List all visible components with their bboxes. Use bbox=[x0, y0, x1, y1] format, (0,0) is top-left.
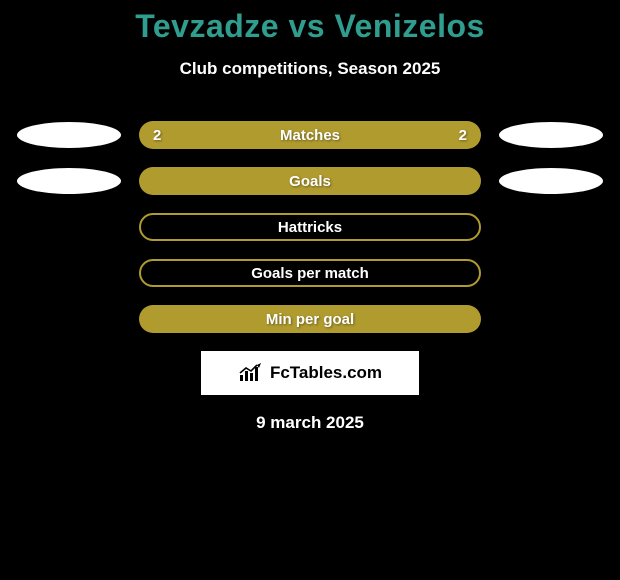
subtitle: Club competitions, Season 2025 bbox=[0, 59, 620, 79]
chart-icon bbox=[238, 363, 264, 383]
stat-bar: Goals bbox=[139, 167, 481, 195]
stat-label: Goals bbox=[289, 173, 331, 190]
stat-row: Goals bbox=[0, 167, 620, 195]
stat-left-value: 2 bbox=[153, 127, 161, 144]
stat-bar: 2 Matches 2 bbox=[139, 121, 481, 149]
stat-rows: 2 Matches 2 Goals Hattricks Goals per ma… bbox=[0, 121, 620, 333]
date-label: 9 march 2025 bbox=[0, 413, 620, 433]
left-value-ellipse bbox=[17, 122, 121, 148]
right-value-ellipse bbox=[499, 122, 603, 148]
ellipse-spacer bbox=[17, 260, 121, 286]
right-value-ellipse bbox=[499, 168, 603, 194]
stat-label: Matches bbox=[280, 127, 340, 144]
stat-bar: Min per goal bbox=[139, 305, 481, 333]
stat-right-value: 2 bbox=[459, 127, 467, 144]
ellipse-spacer bbox=[499, 306, 603, 332]
stat-label: Hattricks bbox=[278, 219, 342, 236]
ellipse-spacer bbox=[499, 260, 603, 286]
stat-bar: Goals per match bbox=[139, 259, 481, 287]
stat-row: 2 Matches 2 bbox=[0, 121, 620, 149]
stat-row: Min per goal bbox=[0, 305, 620, 333]
ellipse-spacer bbox=[17, 306, 121, 332]
title-vs: vs bbox=[288, 8, 325, 44]
left-value-ellipse bbox=[17, 168, 121, 194]
stat-row: Goals per match bbox=[0, 259, 620, 287]
brand-box[interactable]: FcTables.com bbox=[201, 351, 419, 395]
player-left-name: Tevzadze bbox=[135, 8, 279, 44]
brand-text: FcTables.com bbox=[270, 363, 382, 383]
player-right-name: Venizelos bbox=[334, 8, 484, 44]
ellipse-spacer bbox=[499, 214, 603, 240]
stat-bar: Hattricks bbox=[139, 213, 481, 241]
ellipse-spacer bbox=[17, 214, 121, 240]
stat-label: Goals per match bbox=[251, 265, 369, 282]
stat-row: Hattricks bbox=[0, 213, 620, 241]
page-title: Tevzadze vs Venizelos bbox=[0, 8, 620, 45]
stat-label: Min per goal bbox=[266, 311, 354, 328]
comparison-card: Tevzadze vs Venizelos Club competitions,… bbox=[0, 0, 620, 433]
